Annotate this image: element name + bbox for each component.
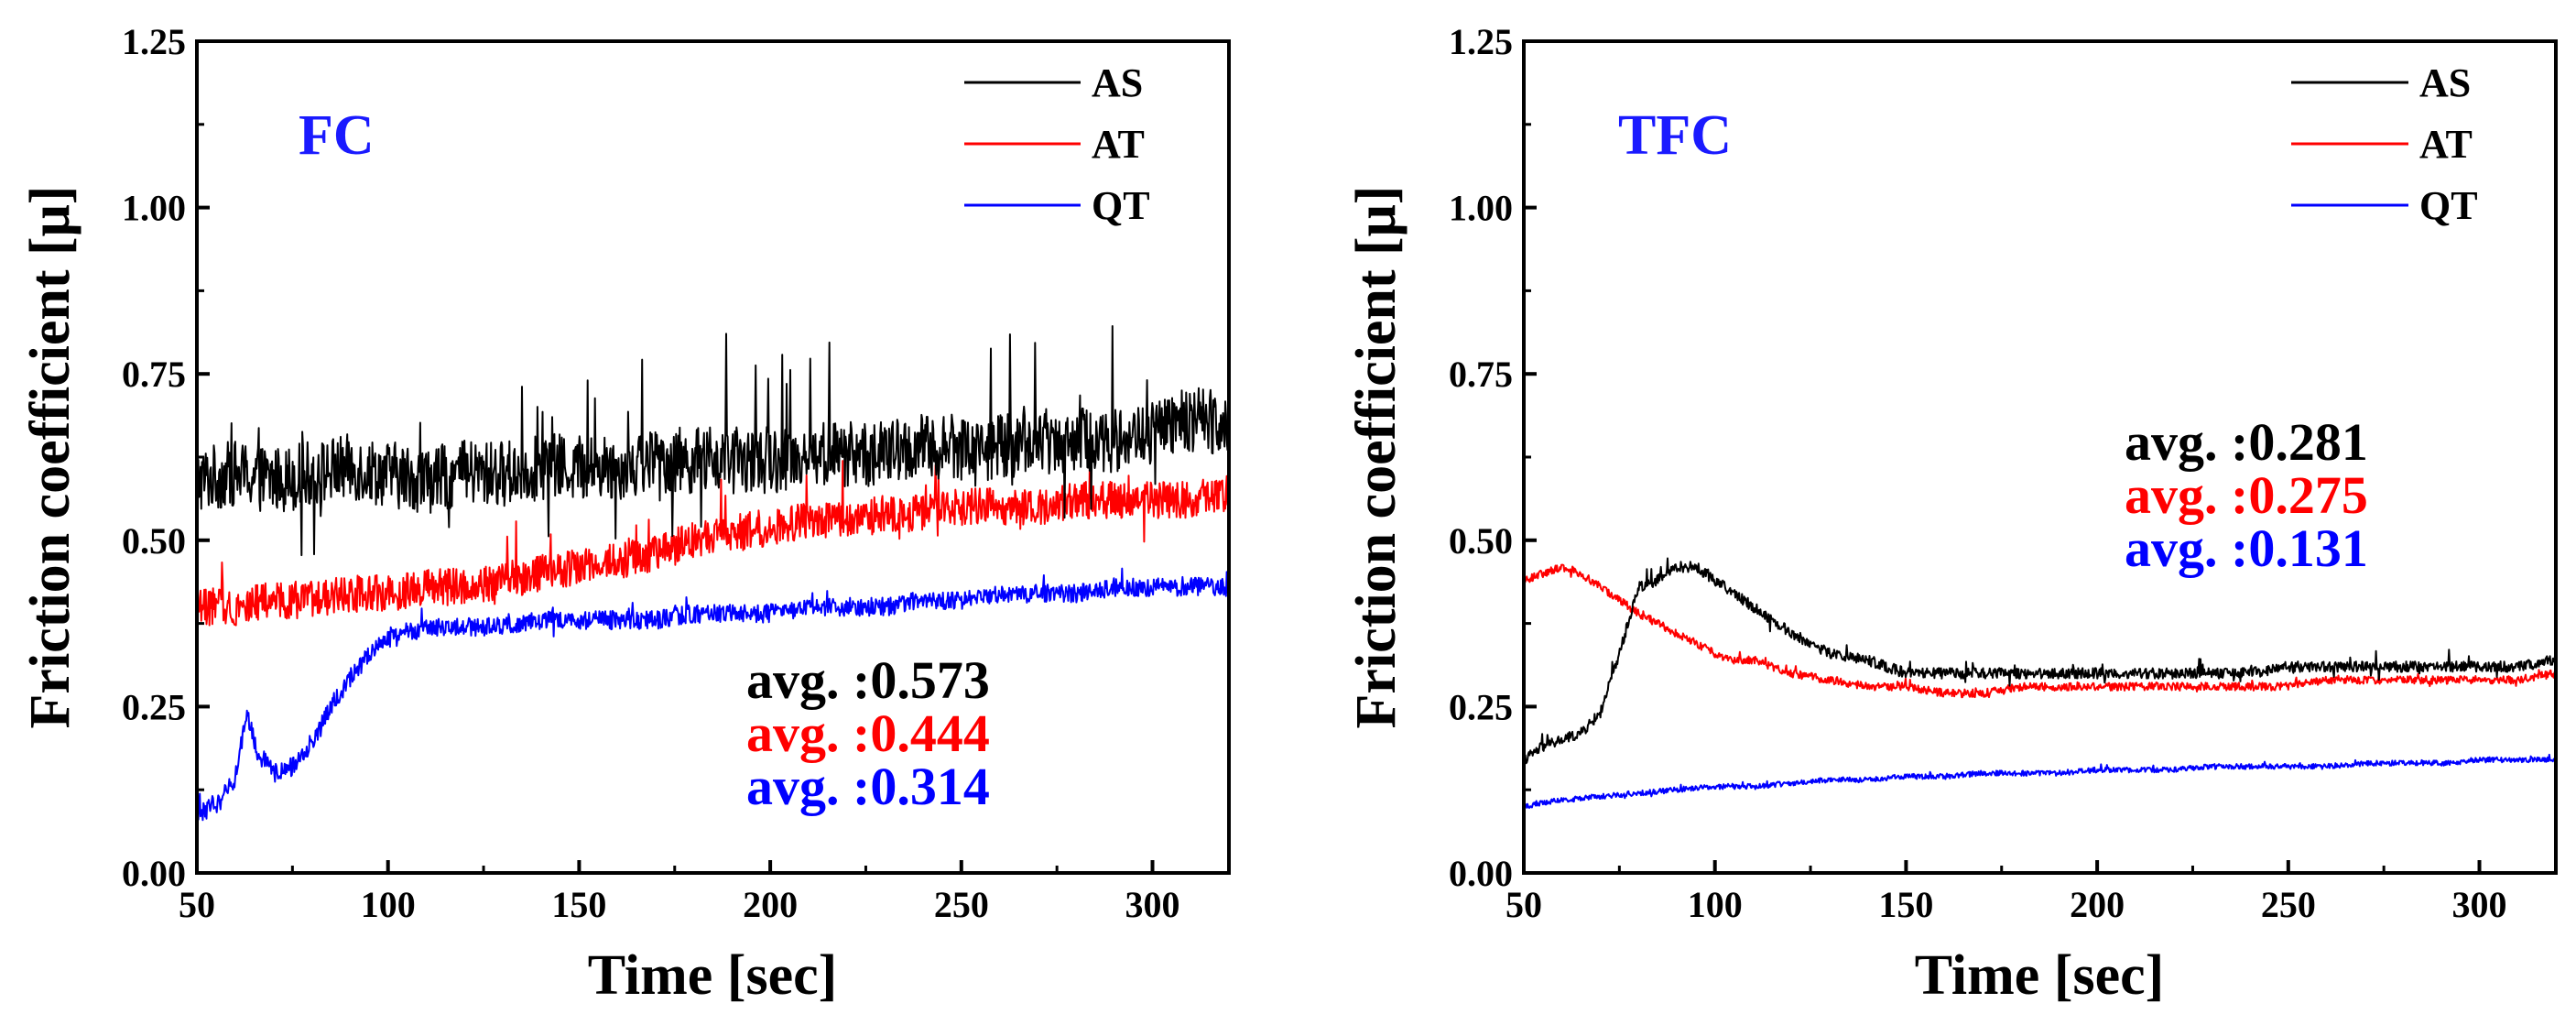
tfc-x-tick-label: 250 bbox=[2261, 884, 2316, 925]
tfc-legend-label-as: AS bbox=[2419, 60, 2471, 105]
fc-x-tick-label: 150 bbox=[551, 884, 606, 925]
tfc-y-tick-label: 0.75 bbox=[1449, 354, 1513, 395]
fc-x-tick-label: 200 bbox=[743, 884, 798, 925]
fc-x-tick-label: 300 bbox=[1125, 884, 1180, 925]
fc-average-annotations: avg. :0.573 avg. :0.444 avg. :0.314 bbox=[746, 650, 990, 816]
fc-y-tick-label: 1.00 bbox=[122, 188, 186, 229]
tfc-series-at-line bbox=[1524, 563, 2556, 699]
tfc-y-tick-label: 1.25 bbox=[1449, 21, 1513, 62]
tfc-panel-title: TFC bbox=[1618, 104, 1732, 167]
fc-legend-label-at: AT bbox=[1092, 122, 1145, 167]
tfc-legend-label-qt: QT bbox=[2419, 183, 2478, 228]
fc-y-tick-label: 0.50 bbox=[122, 520, 186, 562]
fc-y-tick-label: 0.00 bbox=[122, 853, 186, 894]
tfc-y-tick-label: 1.00 bbox=[1449, 188, 1513, 229]
fc-y-tick-label: 0.75 bbox=[122, 354, 186, 395]
tfc-series-qt-line bbox=[1524, 753, 2556, 809]
tfc-ticks-layer: 50 100 150 200 250 300 0.00 0.25 0.50 0.75 1.00 1.2… bbox=[1449, 21, 2507, 925]
tfc-series-layer bbox=[1524, 557, 2556, 809]
fc-x-tick-label: 250 bbox=[934, 884, 989, 925]
tfc-y-tick-label: 0.50 bbox=[1449, 520, 1513, 562]
tfc-avg-as: avg. :0.281 bbox=[2125, 412, 2368, 472]
fc-series-at-line bbox=[197, 460, 1229, 627]
fc-x-tick-label: 100 bbox=[361, 884, 416, 925]
fc-legend-label-as: AS bbox=[1092, 60, 1143, 105]
tfc-x-tick-label: 300 bbox=[2452, 884, 2507, 925]
tfc-x-tick-label: 150 bbox=[1878, 884, 1933, 925]
tfc-x-axis-title: Time [sec] bbox=[1915, 944, 2165, 1007]
tfc-legend-label-at: AT bbox=[2419, 122, 2473, 167]
fc-ticks-layer: 50 100 150 200 250 300 0.00 0.25 0.50 0.75 1.00 1.2… bbox=[122, 21, 1180, 925]
tfc-y-tick-label: 0.00 bbox=[1449, 853, 1513, 894]
fc-y-axis-title: Friction coefficient [μ] bbox=[19, 186, 82, 729]
tfc-y-tick-label: 0.25 bbox=[1449, 686, 1513, 727]
fc-avg-at: avg. :0.444 bbox=[746, 703, 990, 763]
tfc-average-annotations: avg. :0.281 avg. :0.275 avg. :0.131 bbox=[2125, 412, 2368, 578]
tfc-avg-at: avg. :0.275 bbox=[2125, 465, 2368, 525]
fc-series-layer bbox=[197, 325, 1229, 822]
fc-legend: AS AT QT bbox=[964, 60, 1150, 228]
tfc-x-tick-label: 50 bbox=[1505, 884, 1542, 925]
fc-avg-qt: avg. :0.314 bbox=[746, 757, 990, 816]
fc-chart-panel: 50 100 150 200 250 300 0.00 0.25 0.50 0.75 1.00 1.2… bbox=[19, 21, 1231, 1007]
tfc-y-axis-title: Friction coefficient [μ] bbox=[1345, 186, 1408, 729]
fc-y-tick-label: 0.25 bbox=[122, 686, 186, 727]
fc-x-tick-label: 50 bbox=[179, 884, 215, 925]
tfc-legend: AS AT QT bbox=[2291, 60, 2478, 228]
fc-x-axis-title: Time [sec] bbox=[588, 944, 838, 1007]
fc-avg-as: avg. :0.573 bbox=[746, 650, 990, 710]
fc-series-qt-line bbox=[197, 567, 1229, 822]
tfc-x-tick-label: 100 bbox=[1688, 884, 1743, 925]
fc-legend-label-qt: QT bbox=[1092, 183, 1150, 228]
fc-panel-title: FC bbox=[299, 104, 375, 167]
tfc-series-as-line bbox=[1524, 557, 2556, 765]
fc-y-tick-label: 1.25 bbox=[122, 21, 186, 62]
fc-series-as-line bbox=[197, 325, 1229, 557]
tfc-chart-panel: 50 100 150 200 250 300 0.00 0.25 0.50 0.75 1.00 1.2… bbox=[1345, 21, 2558, 1007]
tfc-avg-qt: avg. :0.131 bbox=[2125, 518, 2368, 578]
tfc-x-tick-label: 200 bbox=[2070, 884, 2125, 925]
